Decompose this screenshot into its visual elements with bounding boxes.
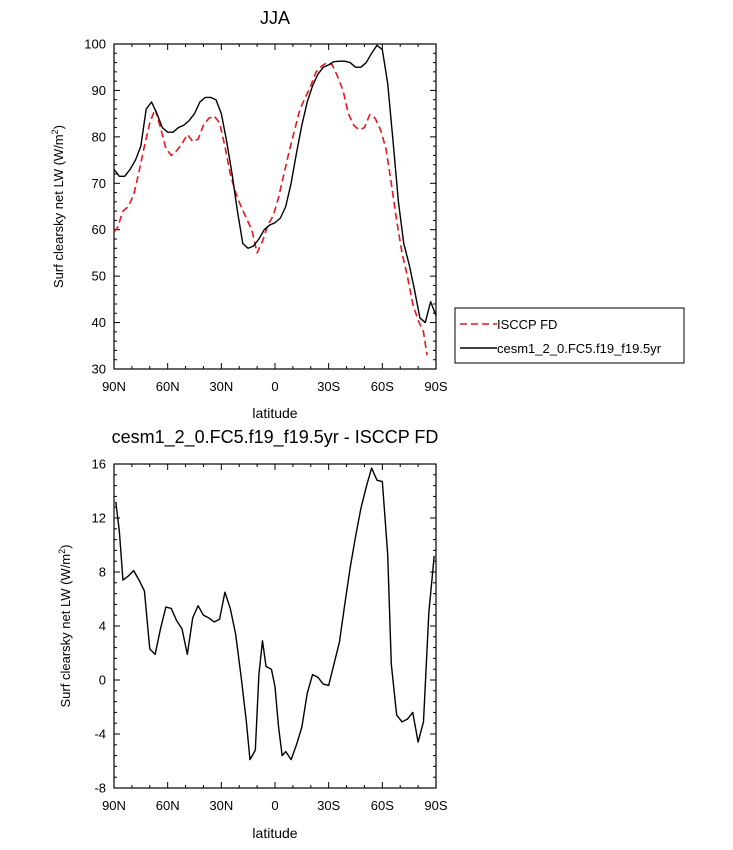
chart-title-bottom: cesm1_2_0.FC5.f19_f19.5yr - ISCCP FD bbox=[112, 427, 439, 448]
x-tick-label-bottom: 90N bbox=[102, 798, 126, 813]
tick-marks-top bbox=[113, 43, 437, 370]
x-tick-label-top: 60N bbox=[156, 379, 180, 394]
x-tick-label-top: 0 bbox=[271, 379, 278, 394]
x-tick-label-bottom: 60S bbox=[371, 798, 394, 813]
plot-frame-top bbox=[113, 43, 437, 370]
legend-label-cesm: cesm1_2_0.FC5.f19_f19.5yr bbox=[497, 341, 662, 356]
y-axis-label-top-sup: 2 bbox=[50, 129, 60, 134]
x-tick-label-top: 60S bbox=[371, 379, 394, 394]
series-lines-top bbox=[113, 44, 437, 356]
y-axis-label-top: Surf clearsky net LW (W/m2) bbox=[50, 125, 66, 288]
x-tick-label-top: 30N bbox=[209, 379, 233, 394]
series-line-top-0 bbox=[113, 61, 428, 356]
y-axis-label-bottom-sup: 2 bbox=[57, 549, 67, 554]
x-tick-label-bottom: 90S bbox=[424, 798, 447, 813]
plot-frame-bottom bbox=[113, 463, 437, 789]
series-lines-bottom bbox=[115, 467, 435, 761]
x-axis-label-bottom: latitude bbox=[252, 825, 297, 841]
y-tick-label-top: 70 bbox=[92, 176, 106, 191]
y-tick-label-bottom: -8 bbox=[94, 781, 106, 796]
y-tick-label-top: 50 bbox=[92, 269, 106, 284]
y-tick-label-top: 60 bbox=[92, 222, 106, 237]
y-axis-label-top-suffix: ) bbox=[51, 125, 66, 129]
y-tick-label-bottom: 0 bbox=[99, 673, 106, 688]
x-axis-label-top: latitude bbox=[252, 405, 297, 421]
y-axis-label-top-main: Surf clearsky net LW (W/m bbox=[51, 134, 66, 288]
y-tick-label-top: 40 bbox=[92, 315, 106, 330]
y-tick-label-bottom: -4 bbox=[94, 727, 106, 742]
x-tick-label-bottom: 60N bbox=[156, 798, 180, 813]
legend-box bbox=[454, 307, 685, 364]
y-tick-label-top: 80 bbox=[92, 129, 106, 144]
x-tick-label-bottom: 30S bbox=[317, 798, 340, 813]
y-tick-labels-bottom: -8 -4 0 4 8 12 16 bbox=[92, 457, 106, 796]
y-tick-label-bottom: 16 bbox=[92, 457, 106, 472]
y-tick-labels-top: 30 40 50 60 70 80 90 100 bbox=[84, 37, 106, 377]
tick-marks-bottom bbox=[113, 463, 437, 789]
series-line-bottom-0 bbox=[115, 467, 435, 761]
x-tick-label-bottom: 30N bbox=[209, 798, 233, 813]
panel-bottom-chart: cesm1_2_0.FC5.f19_f19.5yr - ISCCP FD 90N… bbox=[57, 427, 448, 841]
y-tick-label-bottom: 8 bbox=[99, 565, 106, 580]
y-tick-label-top: 100 bbox=[84, 37, 106, 52]
y-tick-label-bottom: 12 bbox=[92, 511, 106, 526]
y-axis-label-bottom-main: Surf clearsky net LW (W/m bbox=[58, 554, 73, 708]
y-tick-label-bottom: 4 bbox=[99, 619, 106, 634]
y-tick-label-top: 90 bbox=[92, 83, 106, 98]
y-axis-label-bottom: Surf clearsky net LW (W/m2) bbox=[57, 545, 73, 708]
x-tick-label-bottom: 0 bbox=[271, 798, 278, 813]
legend-label-isccp: ISCCP FD bbox=[497, 317, 557, 332]
y-axis-label-bottom-suffix: ) bbox=[58, 545, 73, 549]
x-tick-labels-bottom: 90N 60N 30N 0 30S 60S 90S bbox=[102, 798, 448, 813]
x-tick-label-top: 30S bbox=[317, 379, 340, 394]
legend: ISCCP FD cesm1_2_0.FC5.f19_f19.5yr bbox=[454, 307, 685, 364]
chart-title-top: JJA bbox=[260, 8, 290, 28]
series-line-top-1 bbox=[113, 44, 437, 324]
y-tick-label-top: 30 bbox=[92, 362, 106, 377]
x-tick-label-top: 90N bbox=[102, 379, 126, 394]
x-tick-label-top: 90S bbox=[424, 379, 447, 394]
panel-top-chart: JJA 90N 60N 30N 0 30S 60S 90S 30 40 50 60 70 80 90 10… bbox=[50, 8, 685, 421]
x-tick-labels-top: 90N 60N 30N 0 30S 60S 90S bbox=[102, 379, 448, 394]
